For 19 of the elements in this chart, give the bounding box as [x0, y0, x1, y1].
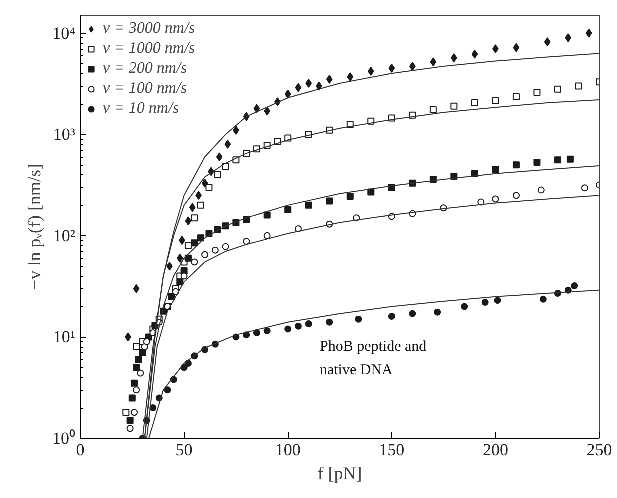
legend-label: v = 200 nm/s [103, 60, 188, 78]
legend-label: v = 10 nm/s [103, 100, 180, 118]
x-tick-label: 100 [275, 440, 301, 460]
legend-label: v = 100 nm/s [103, 80, 188, 98]
legend-label: v = 1000 nm/s [103, 40, 196, 58]
x-tick-label: 200 [482, 440, 508, 460]
y-tick-label: 10² [53, 226, 76, 246]
y-tick-label: 10⁰ [52, 429, 76, 448]
x-axis-title: f [pN] [318, 464, 362, 484]
y-tick-label: 10⁴ [52, 24, 76, 43]
y-axis-title: −v ln pᵥ(f) [nm/s] [24, 164, 44, 290]
legend-label: v = 3000 nm/s [103, 20, 196, 38]
x-tick-label: 150 [379, 440, 405, 460]
x-tick-label: 50 [176, 440, 193, 460]
y-tick-label: 10¹ [53, 328, 76, 347]
y-tick-label: 10³ [53, 125, 76, 144]
x-tick-label: 0 [76, 440, 85, 460]
x-tick-label: 250 [586, 440, 612, 460]
annotation: PhoB peptide and native DNA [320, 338, 428, 379]
